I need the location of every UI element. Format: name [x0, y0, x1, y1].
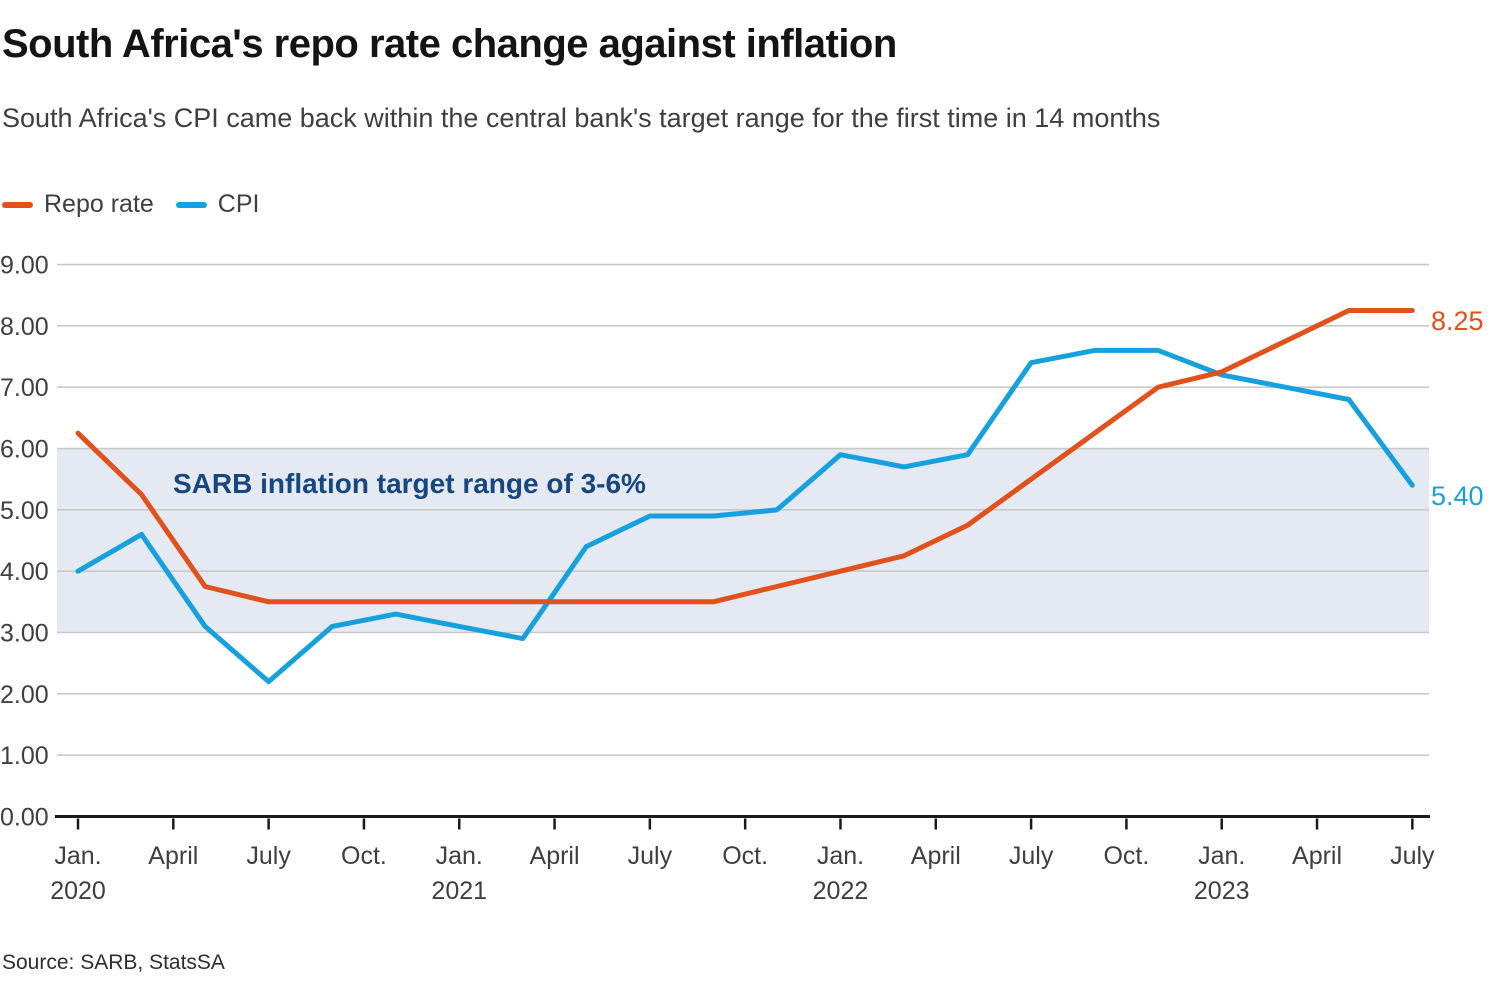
x-axis-tick-label: Jan.: [436, 842, 483, 870]
source-note: Source: SARB, StatsSA: [2, 951, 225, 974]
x-axis-tick-label: April: [530, 842, 580, 870]
x-axis-tick-label: April: [911, 842, 961, 870]
x-axis-tick-label: July: [246, 842, 291, 870]
x-axis-tick-label: April: [1292, 842, 1342, 870]
x-axis-tick-label: April: [148, 842, 198, 870]
y-axis-tick-label: 7.00: [0, 374, 49, 402]
x-axis-year-label: 2021: [431, 877, 487, 905]
target-range-annotation: SARB inflation target range of 3-6%: [173, 468, 646, 499]
x-axis-year-label: 2020: [50, 877, 106, 905]
x-axis-tick-label: Oct.: [341, 842, 387, 870]
cpi-line-swatch-icon: [175, 201, 207, 208]
y-axis-tick-label: 6.00: [0, 436, 49, 464]
legend-item-cpi: CPI: [175, 190, 260, 219]
y-axis-tick-label: 5.00: [0, 497, 49, 525]
y-axis-tick-label: 8.00: [0, 313, 49, 341]
repo-rate-end-value: 8.25: [1431, 306, 1484, 336]
cpi-end-value: 5.40: [1431, 481, 1484, 511]
y-axis-tick-label: 3.00: [0, 620, 49, 648]
repo-rate-line-swatch-icon: [2, 201, 33, 208]
y-axis-tick-label: 2.00: [0, 681, 49, 709]
page-title: South Africa's repo rate change against …: [2, 22, 897, 66]
x-axis-tick-label: Jan.: [1198, 842, 1245, 870]
cpi-line: [75, 347, 1415, 685]
y-axis-tick-label: 9.00: [0, 252, 49, 280]
x-axis-tick-label: July: [1009, 842, 1054, 870]
legend-label-repo-rate: Repo rate: [44, 190, 154, 218]
x-axis-tick-label: Jan.: [54, 842, 101, 870]
x-axis-tick-label: Oct.: [1103, 842, 1149, 870]
y-axis-tick-label: 0.00: [0, 804, 49, 832]
x-axis-year-label: 2022: [813, 877, 869, 905]
legend-item-repo-rate: Repo rate: [2, 190, 154, 219]
x-axis-tick-label: July: [628, 842, 673, 870]
page-subtitle: South Africa's CPI came back within the …: [2, 103, 1161, 133]
legend-label-cpi: CPI: [217, 190, 260, 218]
x-axis-tick-label: Oct.: [722, 842, 768, 870]
repo-rate-line: [75, 308, 1415, 605]
x-axis-tick-label: Jan.: [817, 842, 864, 870]
x-axis-tick-label: July: [1390, 842, 1435, 870]
legend: Repo rate CPI: [2, 190, 259, 219]
y-axis-tick-label: 1.00: [0, 742, 49, 770]
y-axis-tick-label: 4.00: [0, 558, 49, 586]
x-axis-year-label: 2023: [1194, 877, 1250, 905]
